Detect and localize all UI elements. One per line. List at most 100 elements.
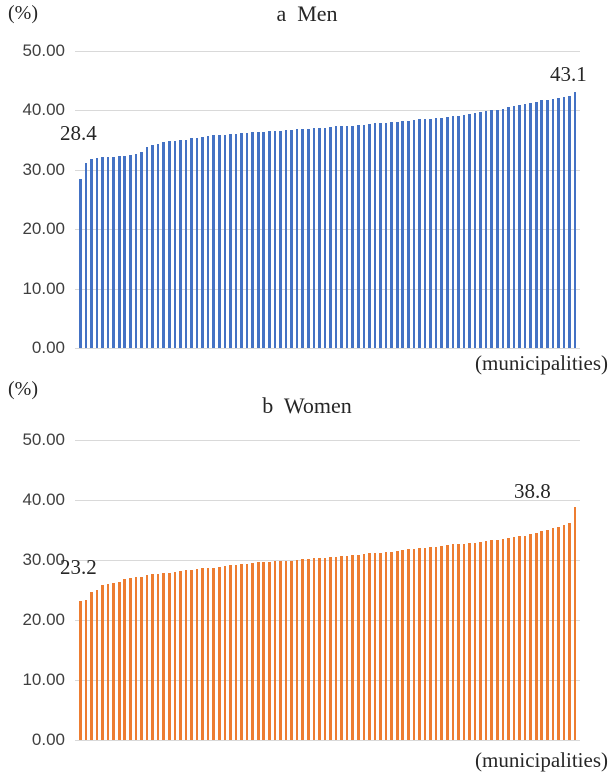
bar bbox=[429, 547, 432, 740]
max-value-annotation-men: 43.1 bbox=[550, 62, 587, 86]
bar bbox=[334, 557, 338, 740]
bar bbox=[84, 599, 88, 740]
bar bbox=[162, 142, 165, 348]
bar bbox=[262, 131, 266, 348]
bar bbox=[112, 582, 115, 740]
bar bbox=[195, 569, 199, 740]
chart-title-women: b Women bbox=[262, 393, 352, 418]
bar bbox=[190, 569, 193, 740]
bar bbox=[357, 125, 360, 348]
bar bbox=[557, 97, 560, 348]
bar bbox=[329, 557, 332, 740]
bar bbox=[496, 109, 499, 348]
bar bbox=[129, 154, 132, 348]
bar bbox=[379, 122, 382, 348]
bar bbox=[345, 555, 349, 740]
bar bbox=[145, 575, 149, 740]
bar bbox=[112, 156, 115, 348]
bar bbox=[167, 572, 171, 740]
bar bbox=[407, 120, 410, 348]
bar bbox=[323, 127, 327, 348]
bar bbox=[523, 536, 527, 740]
bar bbox=[568, 522, 571, 740]
bar bbox=[373, 123, 377, 348]
bar bbox=[262, 562, 266, 740]
bar bbox=[190, 138, 193, 348]
bar bbox=[401, 550, 405, 740]
bar bbox=[90, 592, 93, 740]
bar bbox=[251, 132, 254, 348]
bar bbox=[84, 162, 88, 348]
gridline bbox=[75, 289, 580, 290]
bar bbox=[451, 544, 455, 740]
bar bbox=[240, 132, 243, 348]
x-axis-label-women: (municipalities) bbox=[475, 748, 608, 772]
bar bbox=[540, 100, 544, 348]
bar bbox=[101, 157, 104, 348]
bar bbox=[229, 565, 232, 740]
bar bbox=[301, 128, 304, 348]
bar bbox=[301, 558, 304, 740]
bar bbox=[395, 551, 399, 740]
bar bbox=[362, 124, 366, 348]
bar bbox=[256, 131, 260, 348]
bar bbox=[534, 101, 538, 348]
bar bbox=[295, 129, 299, 348]
y-tick-label: 0.00 bbox=[31, 338, 65, 357]
gridline bbox=[75, 740, 580, 741]
bar bbox=[212, 135, 216, 348]
gridline bbox=[75, 560, 580, 561]
bar bbox=[234, 133, 238, 348]
bar bbox=[90, 158, 93, 348]
y-tick-label: 10.00 bbox=[22, 670, 65, 689]
y-tick-label: 30.00 bbox=[22, 160, 65, 179]
bar bbox=[184, 139, 188, 348]
bar bbox=[134, 154, 138, 348]
gridline bbox=[75, 500, 580, 501]
bar bbox=[273, 561, 277, 740]
bar bbox=[306, 558, 310, 740]
bar bbox=[457, 115, 460, 348]
y-tick-label: 20.00 bbox=[22, 610, 65, 629]
bar bbox=[162, 573, 165, 740]
y-tick-label: 10.00 bbox=[22, 279, 65, 298]
bar bbox=[340, 126, 343, 348]
bar bbox=[418, 119, 421, 348]
bar bbox=[484, 541, 488, 740]
bar bbox=[106, 156, 110, 348]
bar bbox=[151, 574, 154, 740]
bar bbox=[106, 584, 110, 740]
bar bbox=[368, 553, 371, 740]
bar bbox=[117, 156, 121, 348]
bar bbox=[379, 552, 382, 740]
bar bbox=[295, 560, 299, 740]
bar bbox=[362, 554, 366, 740]
bar bbox=[318, 127, 321, 348]
bar bbox=[101, 585, 104, 740]
bar bbox=[279, 130, 282, 348]
bar bbox=[412, 119, 416, 348]
bar bbox=[401, 121, 405, 348]
bar bbox=[479, 542, 482, 740]
y-tick-label: 50.00 bbox=[22, 41, 65, 60]
bar bbox=[546, 530, 549, 740]
gridline bbox=[75, 51, 580, 52]
y-axis-unit-label-men: (%) bbox=[8, 2, 38, 24]
bar bbox=[201, 568, 204, 740]
bar bbox=[529, 534, 532, 740]
bar bbox=[551, 528, 555, 740]
bar bbox=[407, 549, 410, 740]
bar bbox=[501, 539, 505, 740]
bar bbox=[496, 540, 499, 740]
bar bbox=[140, 151, 143, 348]
bar bbox=[523, 103, 527, 348]
bar bbox=[484, 111, 488, 348]
bar bbox=[129, 578, 132, 740]
bar bbox=[284, 560, 288, 740]
bar bbox=[223, 566, 227, 740]
gridline bbox=[75, 229, 580, 230]
bar bbox=[557, 527, 560, 740]
bar bbox=[151, 144, 154, 348]
bar bbox=[290, 130, 293, 348]
bar bbox=[223, 134, 227, 348]
